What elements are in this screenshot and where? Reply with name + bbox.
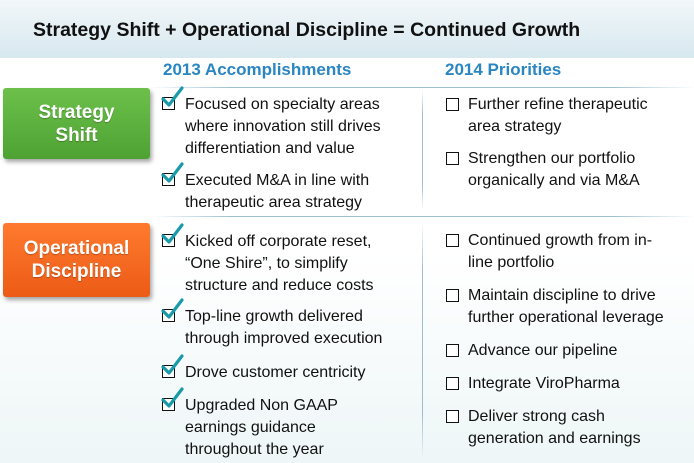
empty-checkbox-icon <box>446 289 459 302</box>
slide-title: Strategy Shift + Operational Discipline … <box>33 19 581 41</box>
list-item: Continued growth from in- line portfolio <box>446 230 692 274</box>
list-item: Maintain discipline to drive further ope… <box>446 285 692 329</box>
checkmark-icon <box>161 354 184 375</box>
list-item: Focused on specialty areas where innovat… <box>161 86 420 160</box>
strategy-tag-line1: Strategy <box>38 101 115 123</box>
list-item: Advance our pipeline <box>446 340 692 362</box>
strategy-tag-line2: Shift <box>55 124 98 146</box>
priority-text: Further refine therapeutic area strategy <box>468 96 648 135</box>
priorities-header: 2014 Priorities <box>445 60 562 79</box>
priority-text: Advance our pipeline <box>468 342 618 359</box>
list-item: Top-line growth delivered through improv… <box>161 298 420 350</box>
priority-text: Maintain discipline to drive further ope… <box>468 287 664 326</box>
checkmark-icon <box>161 298 184 319</box>
list-item: Deliver strong cash generation and earni… <box>446 406 692 450</box>
checkmark-icon <box>161 223 184 244</box>
checkmark-icon <box>161 387 184 408</box>
operational-tag-line1: Operational <box>23 238 130 259</box>
checkmark-icon <box>161 86 184 107</box>
operational-discipline-tag: Operational Discipline <box>3 223 150 297</box>
accomplishment-text: Drove customer centricity <box>185 364 366 381</box>
empty-checkbox-icon <box>446 234 459 247</box>
title-band <box>0 0 694 58</box>
accomplishment-text: Top-line growth delivered through improv… <box>185 308 383 347</box>
column-divider-bottom <box>422 222 423 460</box>
list-item: Kicked off corporate reset, “One Shire”,… <box>161 223 420 297</box>
empty-checkbox-icon <box>446 98 459 111</box>
priority-text: Continued growth from in- line portfolio <box>468 232 653 271</box>
priority-text: Strengthen our portfolio organically and… <box>468 150 640 189</box>
list-item: Further refine therapeutic area strategy <box>446 94 692 138</box>
strategy-shift-tag: Strategy Shift <box>3 88 150 159</box>
accomplishment-text: Focused on specialty areas where innovat… <box>185 96 381 157</box>
priority-text: Deliver strong cash generation and earni… <box>468 408 641 447</box>
list-item: Executed M&A in line with therapeutic ar… <box>161 162 420 214</box>
priority-text: Integrate ViroPharma <box>468 375 620 392</box>
empty-checkbox-icon <box>446 377 459 390</box>
list-item: Strengthen our portfolio organically and… <box>446 148 692 192</box>
accomplishment-text: Upgraded Non GAAP earnings guidance thro… <box>185 397 338 458</box>
row-divider <box>150 216 694 217</box>
header-divider <box>150 87 694 88</box>
empty-checkbox-icon <box>446 410 459 423</box>
accomplishment-text: Executed M&A in line with therapeutic ar… <box>185 172 370 211</box>
checkmark-icon <box>161 162 184 183</box>
list-item: Upgraded Non GAAP earnings guidance thro… <box>161 387 420 461</box>
list-item: Integrate ViroPharma <box>446 373 692 395</box>
column-divider-top <box>422 90 423 210</box>
list-item: Drove customer centricity <box>161 354 420 384</box>
operational-tag-line2: Discipline <box>31 261 122 282</box>
empty-checkbox-icon <box>446 152 459 165</box>
accomplishments-header: 2013 Accomplishments <box>163 60 352 79</box>
accomplishment-text: Kicked off corporate reset, “One Shire”,… <box>185 233 374 294</box>
empty-checkbox-icon <box>446 344 459 357</box>
